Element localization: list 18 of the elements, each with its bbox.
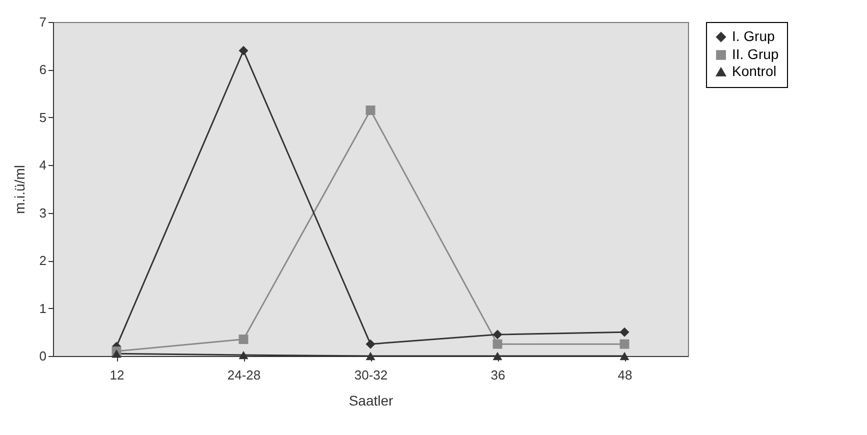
y-tick-label: 4 xyxy=(39,158,46,173)
x-tick-label: 48 xyxy=(618,368,632,382)
y-tick-label: 5 xyxy=(39,110,46,125)
y-tick-label: 0 xyxy=(39,348,46,364)
y-tick-label: 7 xyxy=(39,14,46,30)
x-tick-label: 36 xyxy=(490,368,506,382)
y-axis-title: m.i.ü/ml xyxy=(11,165,28,214)
x-tick-label: 24-28 xyxy=(227,368,261,382)
x-axis-title: Saatler xyxy=(348,392,394,408)
legend-label: II. Grup xyxy=(732,46,779,62)
y-tick-label: 3 xyxy=(39,205,46,220)
legend-label: I. Grup xyxy=(732,28,776,44)
y-tick-label: 2 xyxy=(39,253,46,268)
x-tick-label: 12 xyxy=(110,368,124,382)
x-tick-label: 30-32 xyxy=(354,368,388,382)
legend-label: Kontrol xyxy=(732,63,776,79)
y-tick-label: 1 xyxy=(39,300,46,316)
y-tick-label: 6 xyxy=(39,62,46,78)
